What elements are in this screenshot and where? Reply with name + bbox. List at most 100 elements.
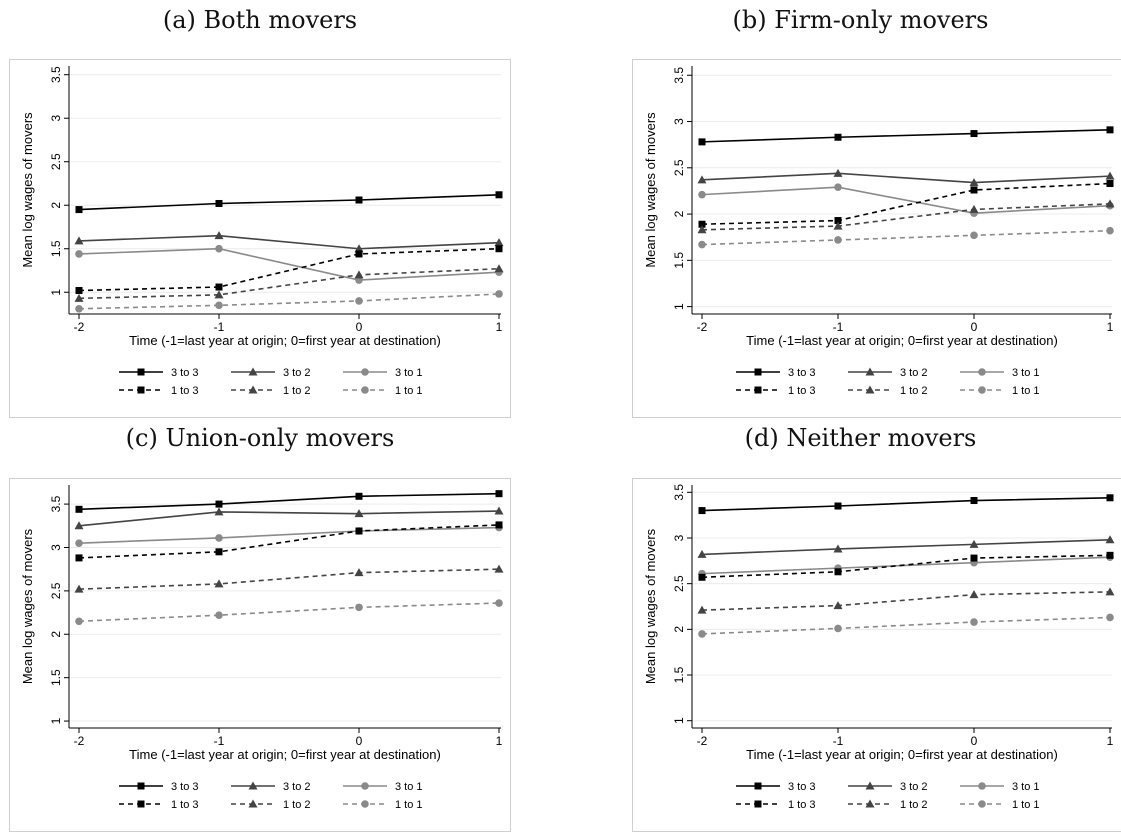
series-line [701,229,1111,246]
data-point [1106,180,1114,188]
legend-label: 1 to 2 [900,385,928,397]
legend-label: 1 to 2 [900,799,928,811]
series-line [78,568,500,590]
series-line [701,496,1111,512]
y-tick-label: 2.5 [672,159,686,176]
series-3-to-3 [75,191,503,214]
legend-marker [361,782,369,790]
y-tick-label: 2.5 [49,153,63,170]
legend-label: 1 to 1 [1012,385,1040,397]
series-line [78,526,500,544]
legend-entry: 3 to 1 [343,781,423,793]
legend-label: 1 to 1 [395,799,423,811]
data-point [970,231,978,240]
data-point [833,168,843,177]
x-tick-label: -2 [74,320,85,334]
data-point [494,264,504,273]
series-1-to-3 [698,551,1114,581]
data-point [1105,199,1115,208]
x-tick-label: -1 [833,734,844,748]
legend-marker [248,799,258,808]
series-3-to-2 [74,231,504,253]
x-axis-label: Time (-1=last year at origin; 0=first ye… [746,333,1058,348]
data-point [75,617,83,626]
data-point [214,507,224,516]
data-point [833,544,843,553]
data-point [698,573,706,581]
data-point [970,497,978,505]
legend-marker [361,800,369,808]
chart-title: (c) Union-only movers [125,424,395,452]
legend-marker [865,367,875,376]
legend-label: 3 to 1 [1012,781,1040,793]
y-tick-label: 3.5 [672,484,686,501]
data-point [214,231,224,240]
y-tick-label: 3 [672,118,686,125]
series-1-to-2 [74,264,504,302]
data-point [833,221,843,230]
data-point [969,539,979,548]
legend-label: 3 to 3 [788,781,816,793]
series-line [701,182,1111,226]
y-axis-label: Mean log wages of movers [20,528,35,684]
chart-frame: 1 1.5 2 2.5 3 3.5 -2 -1 0 1 Time (-1=last year at … [632,478,1121,832]
legend-marker [137,368,145,376]
series-line [701,554,1111,579]
legend-label: 3 to 2 [900,367,928,379]
y-tick-label: 2 [49,631,63,638]
legend-entry: 1 to 3 [736,385,816,397]
legend-label: 1 to 1 [1012,799,1040,811]
y-tick-label: 3 [672,534,686,541]
series-1-to-3 [698,180,1114,228]
data-point [970,130,978,138]
legend-label: 3 to 3 [171,367,199,379]
legend-marker [137,386,145,394]
legend-label: 1 to 3 [788,799,816,811]
series-3-to-3 [75,490,503,513]
data-point [215,244,223,253]
series-line [701,539,1111,556]
data-point [698,630,706,638]
data-point [494,238,504,247]
legend-entry: 1 to 2 [848,799,928,811]
data-point [1105,171,1115,180]
data-point [698,507,706,515]
series-line [78,524,500,559]
legend-label: 1 to 3 [788,385,816,397]
legend-label: 1 to 1 [395,385,423,397]
chart-title: (d) Neither movers [744,424,977,452]
data-point [1106,494,1114,502]
legend-marker [137,782,145,790]
series-line [78,234,500,250]
data-point [495,245,503,253]
data-point [970,554,978,562]
data-point [74,521,84,530]
y-tick-label: 3.5 [49,495,63,512]
data-point [215,301,223,310]
x-tick-label: -1 [833,320,844,334]
y-tick-label: 2.5 [672,575,686,592]
legend-marker [865,781,875,790]
series-3-to-1 [698,183,1114,217]
legend-label: 1 to 3 [171,385,199,397]
data-point [75,554,83,562]
chart-frame: 1 1.5 2 2.5 3 3.5 -2 -1 0 1 Time (-1=last year at … [9,59,511,418]
data-point [74,293,84,302]
data-point [74,236,84,245]
legend-entry: 1 to 1 [960,385,1040,397]
legend-label: 1 to 2 [283,385,311,397]
line-chart-both-movers: 1 1.5 2 2.5 3 3.5 -2 -1 0 1 Time (-1=last year at … [20,66,504,397]
y-tick-label: 1.5 [672,666,686,683]
data-point [215,500,223,508]
data-point [214,579,224,588]
data-point [355,527,363,535]
data-point [970,186,978,194]
legend-marker [978,386,986,394]
data-point [355,492,363,500]
y-tick-label: 2 [49,202,63,209]
series-3-to-2 [697,535,1115,558]
data-point [495,521,503,529]
y-tick-label: 1 [672,717,686,724]
series-line [78,247,500,292]
data-point [834,133,842,141]
